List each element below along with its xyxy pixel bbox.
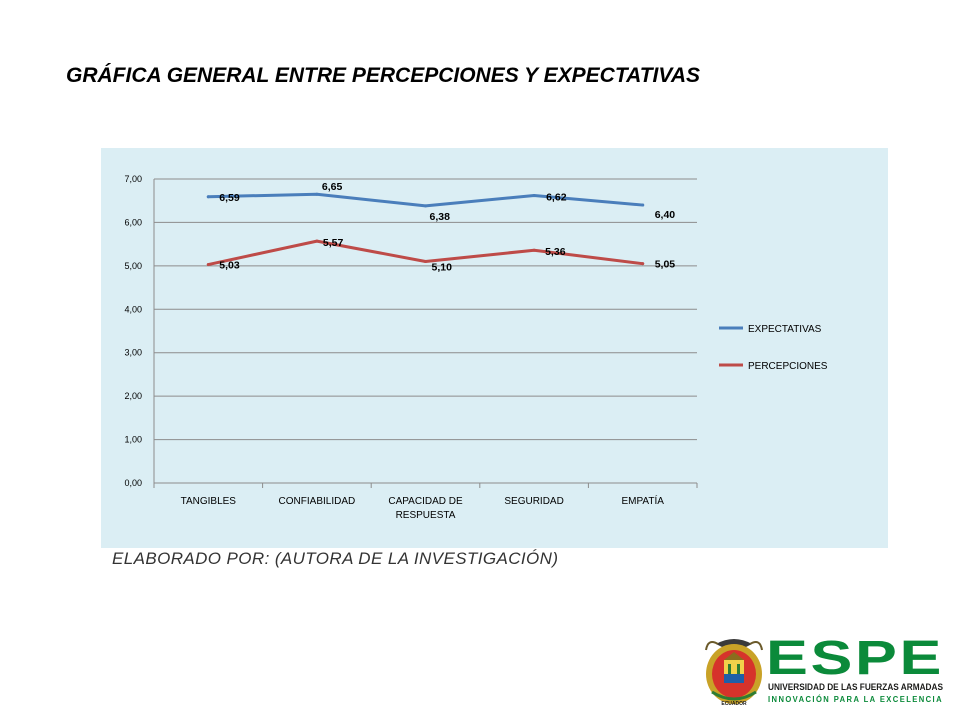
- logo-motto: INNOVACIÓN PARA LA EXCELENCIA: [768, 695, 943, 704]
- data-label: 6,62: [546, 192, 567, 204]
- series-line-expectativas: [206, 192, 645, 208]
- data-label: 6,59: [219, 192, 240, 204]
- data-point: [315, 239, 319, 243]
- data-point: [206, 195, 210, 199]
- y-tick-label: 0,00: [124, 478, 142, 488]
- data-label: 5,57: [323, 237, 344, 249]
- data-label: 5,03: [219, 260, 240, 272]
- legend-label: PERCEPCIONES: [748, 361, 828, 372]
- y-tick-label: 2,00: [124, 391, 142, 401]
- logo-university-name: UNIVERSIDAD DE LAS FUERZAS ARMADAS: [768, 682, 944, 693]
- chart-credit: ELABORADO POR: (AUTORA DE LA INVESTIGACI…: [112, 549, 559, 568]
- slide-title: GRÁFICA GENERAL ENTRE PERCEPCIONES Y EXP…: [66, 64, 700, 87]
- data-point: [206, 263, 210, 267]
- y-tick-label: 5,00: [124, 261, 142, 271]
- y-tick-label: 6,00: [124, 217, 142, 227]
- chart-panel: 0,00 1,00 2,00 3,00 4,00 5,00 6,00 7,00 TANGIBLE…: [101, 148, 888, 548]
- x-tick-label: EMPATÍA: [621, 494, 664, 507]
- x-tick-label: TANGIBLES: [181, 496, 237, 507]
- data-point: [424, 260, 427, 264]
- legend-label: EXPECTATIVAS: [748, 324, 822, 335]
- data-label: 5,36: [545, 246, 566, 258]
- data-point: [315, 192, 319, 196]
- data-point: [641, 262, 645, 266]
- x-tick-label: CONFIABILIDAD: [279, 496, 356, 507]
- x-tick-label: CAPACIDAD DE: [388, 496, 463, 507]
- line-chart: 0,00 1,00 2,00 3,00 4,00 5,00 6,00 7,00 TANGIBLE…: [124, 174, 828, 521]
- logo-wordmark: ESPE: [766, 636, 944, 685]
- y-tick-label: 7,00: [124, 174, 142, 184]
- data-label: 6,38: [430, 211, 451, 223]
- y-tick-label: 4,00: [124, 304, 142, 314]
- data-label: 5,10: [432, 262, 453, 274]
- data-point: [424, 204, 427, 208]
- data-label: 6,65: [322, 181, 343, 193]
- y-tick-label: 3,00: [124, 348, 142, 358]
- logo-country: ECUADOR: [721, 701, 747, 707]
- data-point: [641, 203, 645, 207]
- espe-logo: ECUADOR ESPE UNIVERSIDAD DE LAS FUERZAS …: [705, 636, 944, 707]
- x-tick-label: SEGURIDAD: [504, 496, 563, 507]
- data-label: 6,40: [655, 209, 676, 221]
- data-point: [532, 248, 536, 252]
- x-tick-label: RESPUESTA: [396, 510, 456, 521]
- university-shield-icon: [705, 639, 763, 704]
- data-point: [532, 194, 536, 198]
- data-label: 5,05: [655, 259, 676, 271]
- y-tick-label: 1,00: [124, 435, 142, 445]
